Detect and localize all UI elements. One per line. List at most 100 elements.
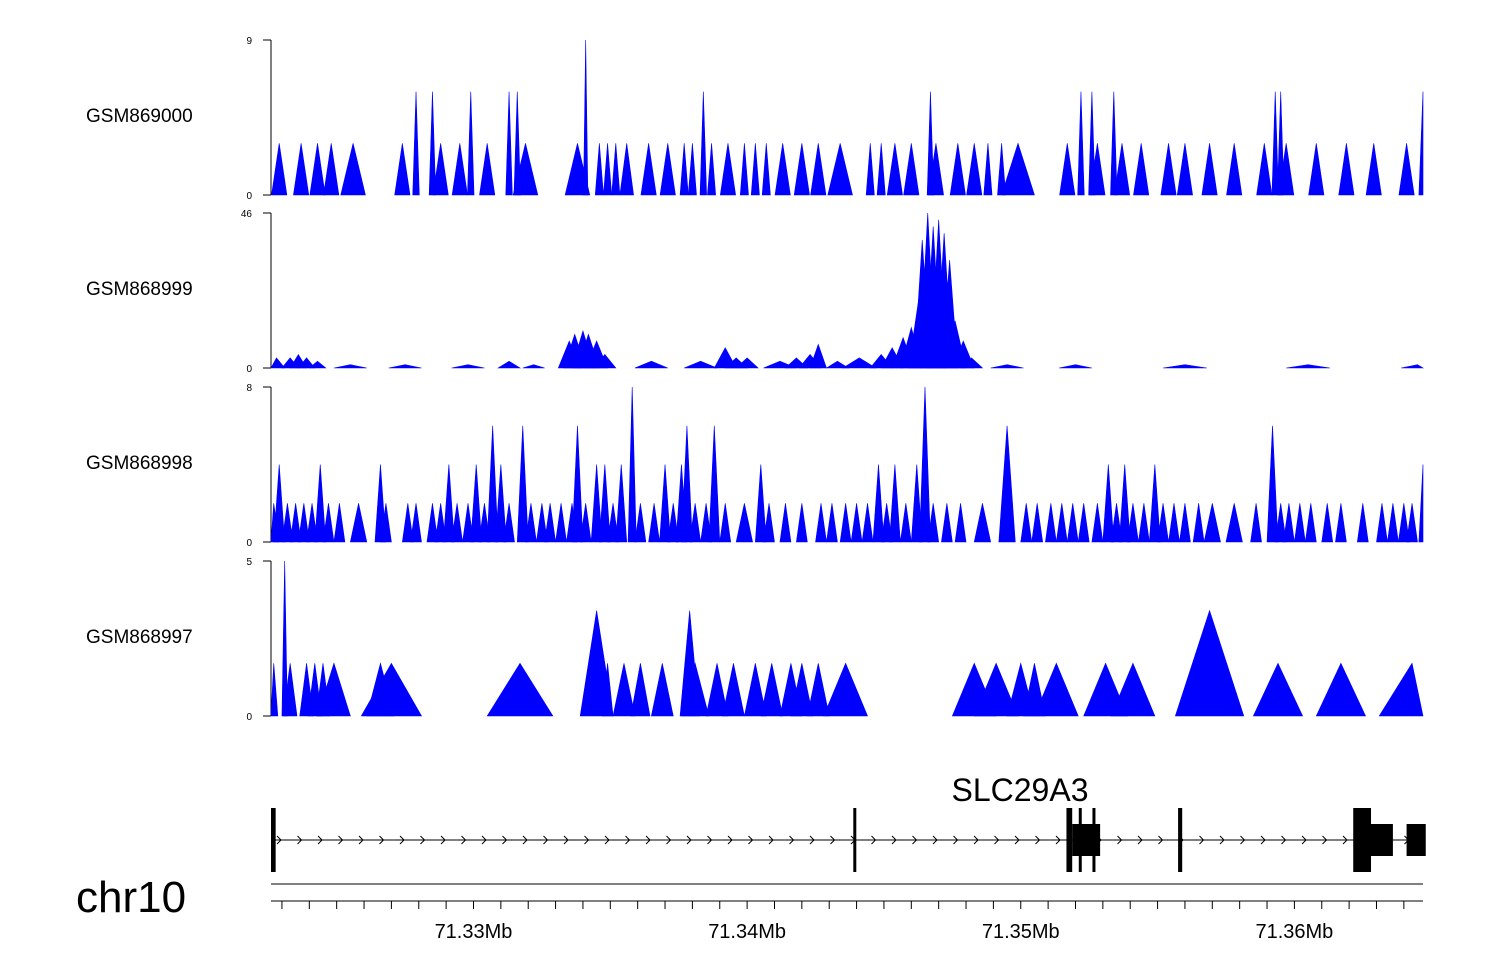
coverage-peak (1250, 503, 1262, 543)
track-GSM868997: GSM868997 5 0 (86, 557, 1424, 723)
coverage-peak (1110, 91, 1118, 196)
coverage-peak (273, 464, 286, 543)
coverage-peak (640, 143, 657, 196)
coverage-peak (1118, 464, 1131, 543)
coverage-peak (1378, 662, 1424, 717)
coverage-peak (615, 464, 628, 543)
coverage-peak (1091, 503, 1104, 543)
coverage-peak (865, 143, 875, 196)
strand-arrow (645, 835, 651, 845)
coverage-peak (1304, 503, 1317, 543)
y-axis-min-label: 0 (246, 191, 252, 202)
coverage-peak (1045, 503, 1057, 543)
gene-exon (1406, 824, 1426, 856)
coverage-peak (1110, 503, 1123, 543)
x-axis-tick-label: 71.33Mb (435, 921, 513, 943)
coverage-peak (270, 357, 286, 369)
coverage-peak (941, 503, 953, 543)
coverage-peak (340, 143, 366, 196)
strand-arrow (727, 835, 733, 845)
coverage-peak (954, 503, 967, 543)
coverage-peak (1315, 662, 1367, 717)
coverage-peak (1001, 142, 1035, 196)
y-axis-max-label: 5 (246, 557, 252, 568)
coverage-peak (1201, 143, 1218, 196)
coverage-peak (659, 143, 676, 196)
coverage-peak (428, 91, 437, 196)
coverage-peak (333, 503, 346, 543)
coverage-peak (1365, 143, 1382, 196)
coverage-peak (793, 143, 810, 196)
coverage-peak (880, 503, 893, 543)
y-axis-max-label: 9 (246, 36, 252, 47)
coverage-peak (1321, 503, 1334, 543)
coverage-peak (983, 143, 993, 196)
strand-arrow (830, 835, 836, 845)
coverage-peak (1102, 464, 1115, 543)
coverage-peak (1055, 503, 1068, 543)
coverage-peak (722, 663, 745, 717)
y-axis-min-label: 0 (246, 538, 252, 549)
strand-arrow (461, 835, 467, 845)
coverage-peak (719, 503, 732, 543)
coverage-peak (495, 464, 507, 543)
coverage-peak (750, 143, 760, 196)
gene-exon (1092, 808, 1096, 872)
coverage-peak (1283, 503, 1295, 543)
strand-arrow (297, 835, 303, 845)
coverage-peak (667, 503, 680, 543)
track-GSM869000: GSM869000 9 0 (86, 36, 1424, 202)
gene-exon (1178, 808, 1183, 872)
coverage-peak (705, 663, 729, 717)
coverage-peak (815, 503, 827, 543)
coverage-peak (1387, 503, 1399, 543)
coverage-peak (927, 503, 940, 543)
coverage-peak (1160, 143, 1177, 196)
track-label: GSM868997 (86, 627, 193, 648)
coverage-peak (648, 503, 660, 543)
coverage-peak (861, 503, 874, 543)
coverage-peak (1157, 503, 1169, 543)
coverage-peak (700, 503, 712, 543)
coverage-peak (1376, 503, 1388, 543)
coverage-peak (1179, 503, 1191, 543)
track-GSM868998: GSM868998 8 0 (86, 383, 1424, 549)
coverage-tracks: GSM86900090GSM868999460GSM86899880GSM868… (86, 36, 1425, 723)
coverage-peak (735, 503, 753, 543)
coverage-peak (451, 143, 468, 196)
coverage-peak (555, 503, 567, 543)
coverage-peak (317, 662, 351, 717)
strand-arrow (1137, 835, 1143, 845)
strand-arrow (932, 835, 938, 845)
coverage-peak (1077, 503, 1090, 543)
coverage-peak (1286, 364, 1331, 369)
strand-arrow (809, 835, 815, 845)
strand-arrow (1260, 835, 1266, 845)
coverage-peak (809, 343, 827, 369)
strand-arrow (317, 835, 323, 845)
strand-arrow (584, 835, 590, 845)
y-axis-max-label: 46 (241, 209, 253, 220)
coverage-peak (297, 357, 316, 369)
genomic-axis: chr10 71.33Mb 71.34Mb 71.35Mb 71.36Mb (76, 873, 1423, 943)
coverage-peak (443, 464, 455, 543)
coverage-peak (349, 503, 368, 543)
coverage-peak (1401, 364, 1425, 369)
coverage-peak (590, 464, 603, 543)
coverage-peak (679, 143, 689, 196)
coverage-peak (394, 143, 411, 196)
coverage-peak (1133, 143, 1150, 196)
coverage-peak (309, 143, 326, 196)
strand-arrow (1301, 835, 1307, 845)
strand-arrow (994, 835, 1000, 845)
coverage-peak (806, 663, 830, 717)
coverage-peak (1163, 364, 1207, 369)
coverage-peak (841, 357, 877, 369)
y-axis-min-label: 0 (246, 712, 252, 723)
strand-arrow (481, 835, 487, 845)
y-axis-max-label: 8 (246, 383, 252, 394)
strand-arrow (420, 835, 426, 845)
strand-arrow (522, 835, 528, 845)
coverage-peak (959, 357, 984, 369)
coverage-peak (990, 364, 1024, 369)
